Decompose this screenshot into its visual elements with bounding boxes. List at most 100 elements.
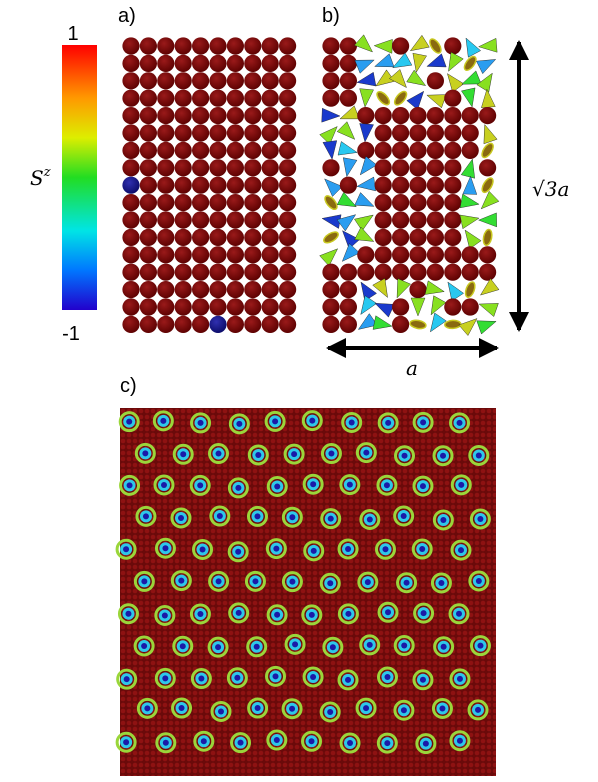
skyrmion-ring bbox=[266, 729, 288, 751]
spin bbox=[261, 246, 279, 264]
spin bbox=[209, 176, 227, 194]
spin bbox=[261, 124, 279, 142]
spin bbox=[139, 124, 157, 142]
skyrmion-core bbox=[289, 578, 296, 585]
spin bbox=[244, 107, 262, 125]
skyrmion-core bbox=[382, 546, 389, 553]
skyrmion-core bbox=[366, 641, 373, 648]
spin bbox=[357, 107, 375, 125]
skyrmion-ring bbox=[207, 443, 229, 465]
spin bbox=[139, 89, 157, 107]
spin bbox=[374, 159, 392, 177]
skyrmion-core bbox=[142, 450, 149, 457]
colorbar bbox=[62, 45, 97, 310]
spin bbox=[479, 107, 497, 125]
spin bbox=[122, 298, 140, 316]
skyrmion-ring bbox=[301, 410, 323, 432]
spin bbox=[226, 263, 244, 281]
spin bbox=[192, 246, 210, 264]
spin bbox=[339, 54, 357, 72]
skyrmion-ring bbox=[190, 668, 212, 690]
spin bbox=[322, 298, 340, 316]
spin bbox=[174, 89, 192, 107]
skyrmion-core bbox=[328, 450, 335, 457]
spin bbox=[157, 72, 175, 90]
spin bbox=[409, 228, 427, 246]
spin bbox=[244, 159, 262, 177]
spin bbox=[354, 214, 374, 232]
spin bbox=[279, 107, 297, 125]
spin bbox=[444, 263, 462, 281]
spin bbox=[426, 72, 444, 90]
spin bbox=[261, 72, 279, 90]
spin bbox=[244, 246, 262, 264]
spin bbox=[409, 319, 427, 330]
spin bbox=[226, 107, 244, 125]
spin bbox=[192, 124, 210, 142]
spin bbox=[122, 211, 140, 229]
spin bbox=[226, 211, 244, 229]
spin bbox=[279, 72, 297, 90]
spin bbox=[392, 315, 410, 333]
skyrmion-ring bbox=[431, 697, 453, 719]
spin bbox=[244, 89, 262, 107]
spin bbox=[192, 281, 210, 299]
spin bbox=[174, 298, 192, 316]
spin bbox=[226, 124, 244, 142]
spin bbox=[322, 315, 340, 333]
skyrmion-core bbox=[363, 449, 370, 456]
skyrmion-core bbox=[439, 705, 446, 712]
skyrmion-core bbox=[161, 612, 168, 619]
spin bbox=[139, 211, 157, 229]
spin bbox=[322, 89, 340, 107]
skyrmion-core bbox=[329, 644, 336, 651]
skyrmion-core bbox=[217, 708, 224, 715]
spin bbox=[392, 141, 410, 159]
skyrmion-core bbox=[348, 419, 355, 426]
spin bbox=[410, 297, 426, 317]
spin bbox=[279, 281, 297, 299]
spin bbox=[483, 123, 498, 145]
height-label: √3a bbox=[532, 177, 569, 201]
skyrmion-ring bbox=[133, 570, 155, 592]
spin bbox=[209, 281, 227, 299]
skyrmion-ring bbox=[189, 603, 211, 625]
skyrmion-core bbox=[475, 452, 482, 459]
skyrmion-ring bbox=[393, 699, 415, 721]
spin bbox=[459, 193, 480, 209]
spin bbox=[261, 37, 279, 55]
spin bbox=[122, 37, 140, 55]
skyrmion-core bbox=[440, 452, 447, 459]
spin bbox=[426, 263, 444, 281]
spin bbox=[279, 141, 297, 159]
skyrmion-ring bbox=[337, 669, 359, 691]
skyrmion-core bbox=[162, 739, 169, 746]
spin bbox=[192, 141, 210, 159]
skyrmion-ring bbox=[117, 603, 139, 625]
skyrmion-ring bbox=[433, 636, 455, 658]
spin bbox=[244, 281, 262, 299]
spin bbox=[406, 69, 427, 86]
colorbar-max: 1 bbox=[67, 23, 78, 45]
spin bbox=[409, 141, 427, 159]
spin bbox=[392, 228, 410, 246]
spin bbox=[174, 107, 192, 125]
spin bbox=[157, 194, 175, 212]
spin bbox=[409, 176, 427, 194]
spin bbox=[209, 298, 227, 316]
spin bbox=[481, 177, 494, 194]
skyrmion-ring bbox=[468, 444, 490, 466]
skyrmion-core bbox=[197, 419, 204, 426]
spin bbox=[426, 53, 447, 68]
spin bbox=[226, 228, 244, 246]
skyrmion-ring bbox=[376, 474, 398, 496]
skyrmion-core bbox=[144, 705, 151, 712]
skyrmion-ring bbox=[467, 699, 489, 721]
skyrmion-core bbox=[401, 642, 408, 649]
spin bbox=[319, 126, 338, 145]
spin bbox=[192, 72, 210, 90]
skyrmion-core bbox=[419, 676, 426, 683]
spin bbox=[209, 228, 227, 246]
skyrmion-ring bbox=[412, 411, 434, 433]
skyrmion-core bbox=[456, 737, 463, 744]
